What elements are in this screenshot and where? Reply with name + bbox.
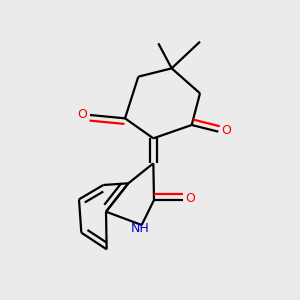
Text: O: O bbox=[186, 193, 196, 206]
Text: O: O bbox=[221, 124, 231, 137]
Text: O: O bbox=[77, 107, 87, 121]
Text: NH: NH bbox=[130, 221, 149, 235]
